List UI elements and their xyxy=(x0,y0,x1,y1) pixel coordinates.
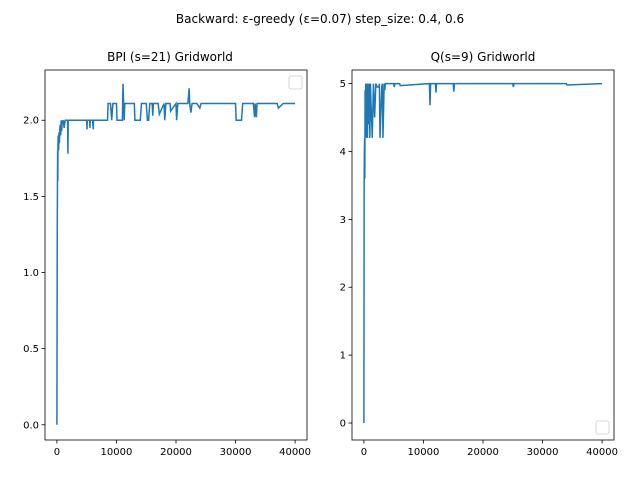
panel-bpi: BPI (s=21) Gridworld 0 10000 20000 30000 400… xyxy=(23,50,311,458)
y-tick-label-q-1: 1 xyxy=(340,351,346,362)
axes-frame-q xyxy=(351,69,615,441)
y-tick-label-bpi-1: 0.5 xyxy=(23,344,39,355)
panel-title-q: Q(s=9) Gridworld xyxy=(431,50,536,64)
y-tick-label-q-4: 4 xyxy=(340,147,346,158)
figure-suptitle: Backward: ε-greedy (ε=0.07) step_size: 0… xyxy=(176,12,464,26)
y-tick-label-bpi-3: 1.5 xyxy=(23,192,39,203)
legend-box-bpi xyxy=(288,75,303,90)
axes-frame-bpi xyxy=(44,69,308,441)
panel-q: Q(s=9) Gridworld 0 10000 20000 30000 40000 0 1… xyxy=(340,50,618,458)
panel-title-bpi: BPI (s=21) Gridworld xyxy=(107,50,233,64)
y-tick-label-q-3: 3 xyxy=(340,215,346,226)
x-tick-label-bpi-3: 30000 xyxy=(220,447,252,458)
y-tick-label-bpi-0: 0.0 xyxy=(23,420,39,431)
y-tick-label-bpi-2: 1.0 xyxy=(23,268,39,279)
legend-box-q xyxy=(595,420,610,435)
series-line-q-0 xyxy=(363,82,603,424)
y-tick-label-bpi-4: 2.0 xyxy=(23,116,39,127)
x-tick-label-bpi-0: 0 xyxy=(54,447,60,458)
x-tick-label-bpi-4: 40000 xyxy=(279,447,311,458)
y-tick-label-q-2: 2 xyxy=(340,283,346,294)
x-tick-label-q-0: 0 xyxy=(361,447,367,458)
y-tick-label-q-5: 5 xyxy=(340,79,346,90)
x-tick-label-bpi-1: 10000 xyxy=(101,447,133,458)
x-tick-label-q-4: 40000 xyxy=(586,447,618,458)
x-tick-label-q-1: 10000 xyxy=(408,447,440,458)
x-tick-label-bpi-2: 20000 xyxy=(160,447,192,458)
x-tick-label-q-2: 20000 xyxy=(467,447,499,458)
series-line-bpi-0 xyxy=(56,83,296,425)
x-tick-label-q-3: 30000 xyxy=(527,447,559,458)
y-tick-label-q-0: 0 xyxy=(340,419,346,430)
